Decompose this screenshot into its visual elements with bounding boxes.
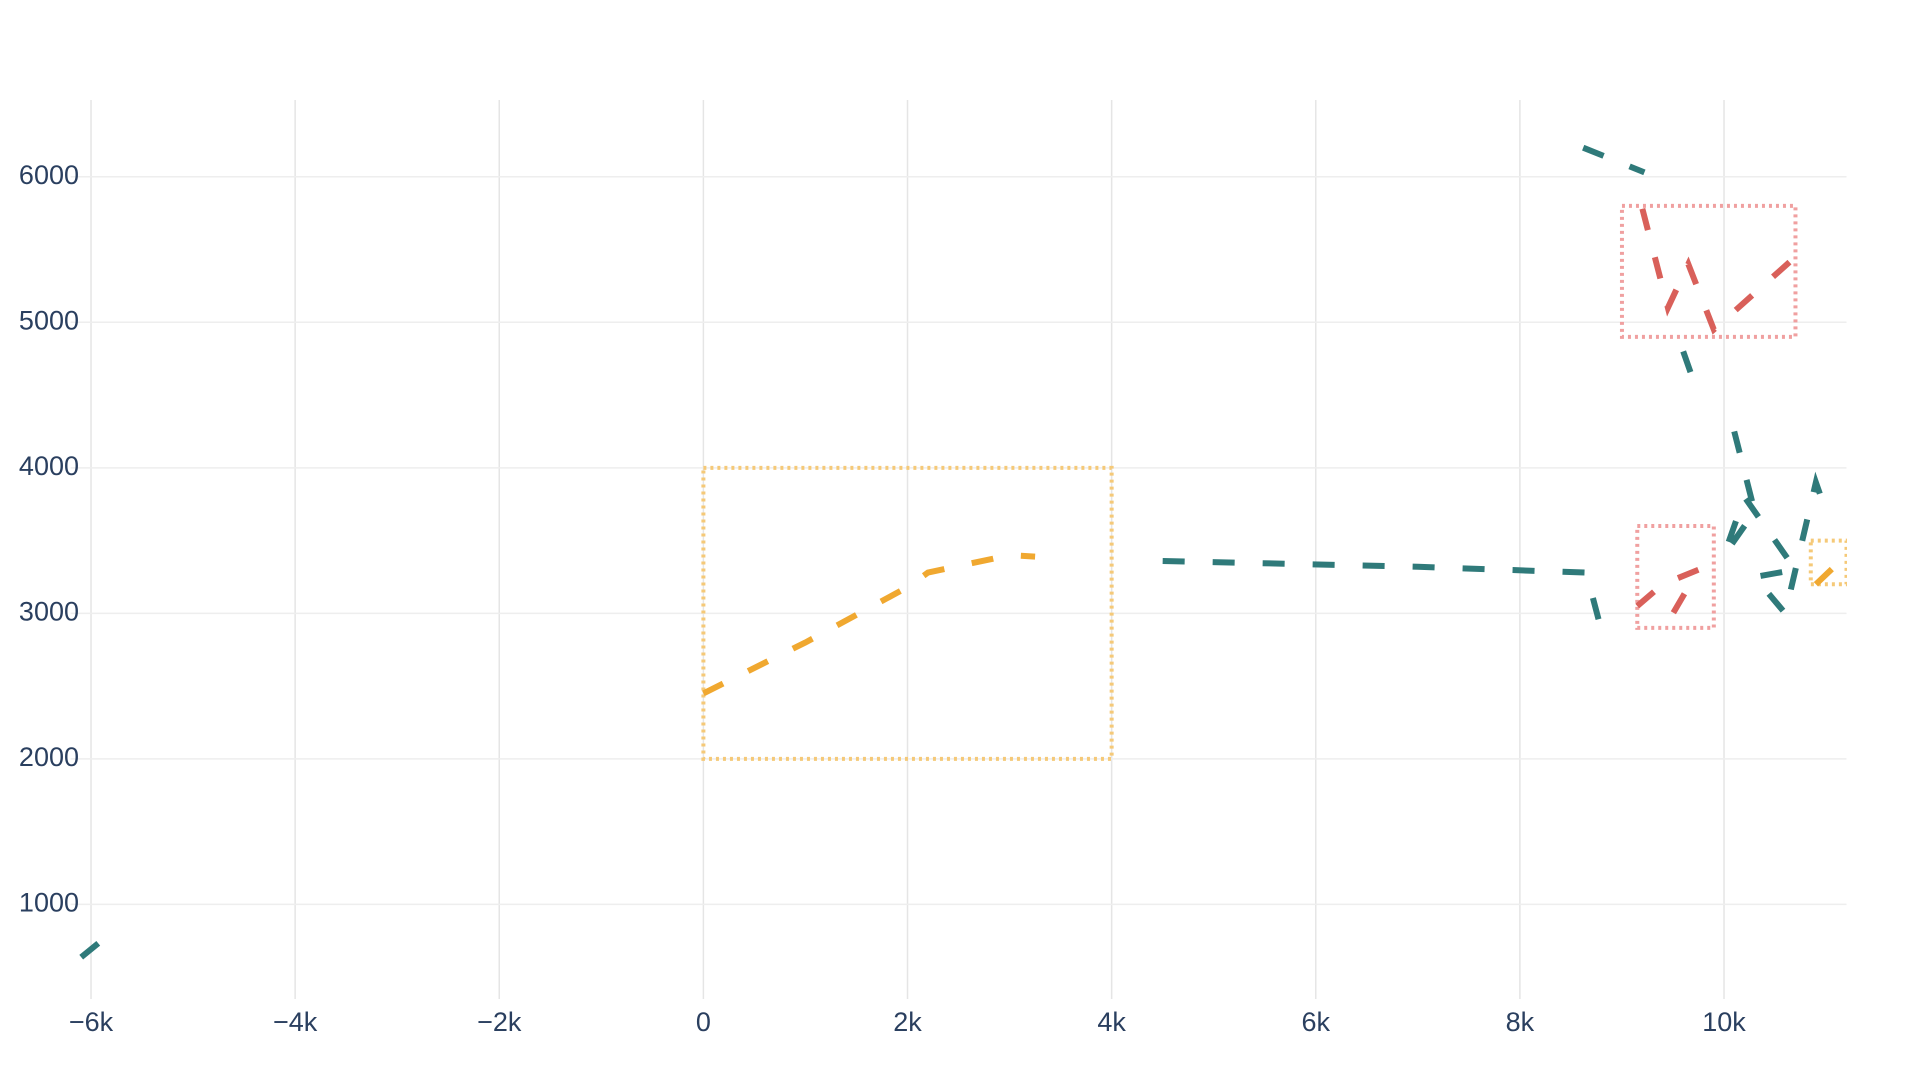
x-tick-label: −2k bbox=[477, 1007, 522, 1037]
x-tick-label: 8k bbox=[1506, 1007, 1535, 1037]
x-tick-label: 2k bbox=[893, 1007, 922, 1037]
plot-area bbox=[79, 144, 1847, 960]
x-tick-label: −4k bbox=[273, 1007, 318, 1037]
x-tick-label: 6k bbox=[1302, 1007, 1331, 1037]
shape-rect bbox=[701, 465, 1114, 761]
x-tick-label: 10k bbox=[1702, 1007, 1746, 1037]
series-line bbox=[1635, 208, 1798, 615]
y-tick-label: 5000 bbox=[19, 305, 79, 335]
y-tick-label: 1000 bbox=[19, 888, 79, 918]
y-tick-label: 4000 bbox=[19, 451, 79, 481]
shape-rect bbox=[1619, 203, 1798, 339]
y-tick-label: 6000 bbox=[19, 160, 79, 190]
shape-rect bbox=[1808, 538, 1847, 587]
x-tick-label: 4k bbox=[1097, 1007, 1126, 1037]
y-tick-label: 2000 bbox=[19, 742, 79, 772]
shape-rect bbox=[1635, 524, 1716, 630]
grid bbox=[70, 100, 1847, 999]
x-tick-label: −6k bbox=[69, 1007, 114, 1037]
series-line bbox=[79, 144, 1829, 960]
x-tick-label: 0 bbox=[696, 1007, 711, 1037]
y-tick-label: 3000 bbox=[19, 596, 79, 626]
series-line bbox=[702, 552, 1847, 697]
